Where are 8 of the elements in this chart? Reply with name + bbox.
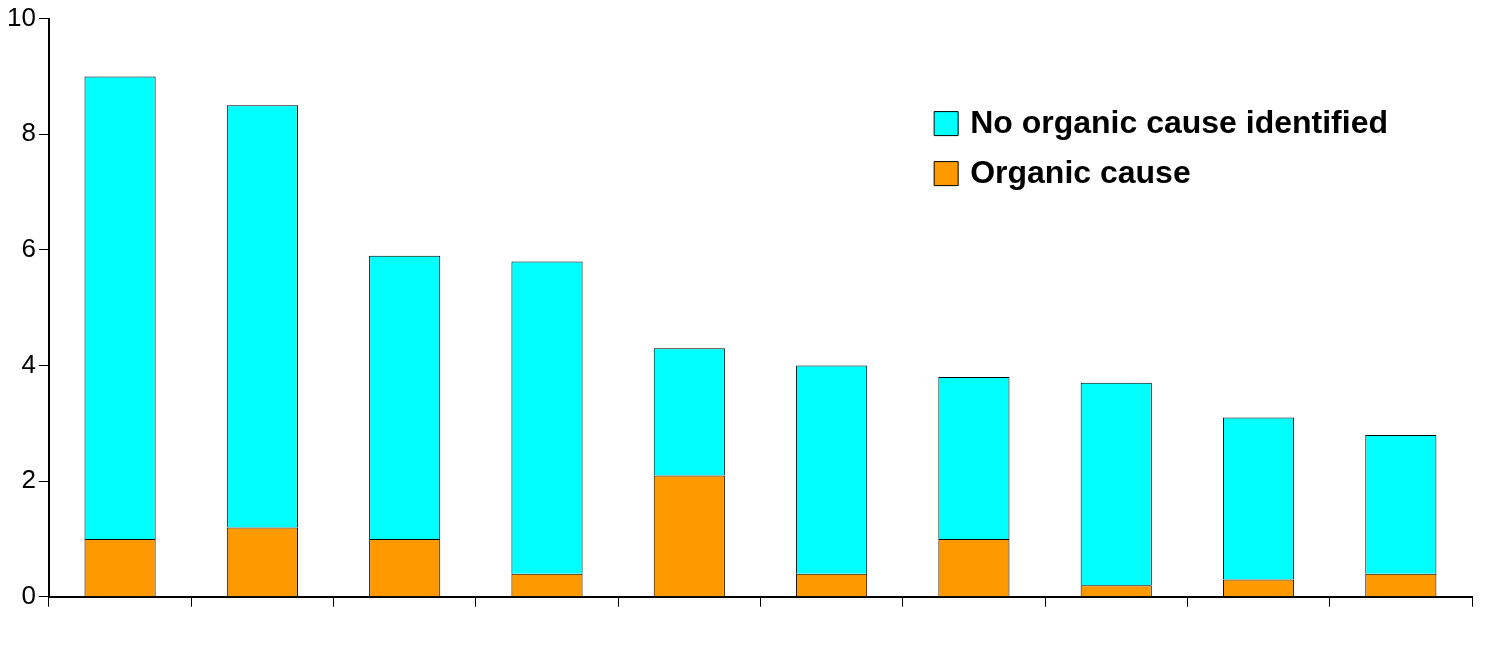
y-tick-label: 0 bbox=[21, 579, 36, 610]
legend-label: No organic cause identified bbox=[970, 104, 1388, 141]
y-tick-label: 2 bbox=[21, 464, 36, 495]
y-tick-label: 10 bbox=[7, 1, 36, 32]
y-tick-label: 4 bbox=[21, 348, 36, 379]
legend-label: Organic cause bbox=[970, 154, 1191, 191]
y-tick-label: 8 bbox=[21, 117, 36, 148]
y-tick-label: 6 bbox=[21, 233, 36, 264]
